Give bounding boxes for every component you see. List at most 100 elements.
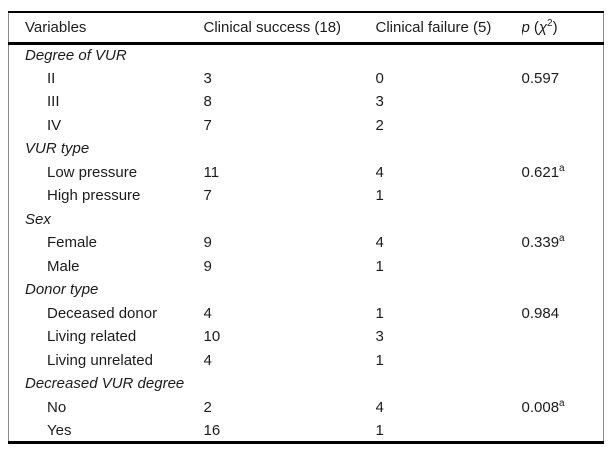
table-row: Low pressure 11 4 0.621a xyxy=(9,161,604,185)
success-cell xyxy=(204,278,376,302)
table-row: Yes 16 1 xyxy=(9,419,604,443)
table-row: High pressure 7 1 xyxy=(9,184,604,208)
table-row: II 3 0 0.597 xyxy=(9,67,604,91)
table-row: Female 9 4 0.339a xyxy=(9,231,604,255)
variable-cell: IV xyxy=(47,116,62,134)
failure-cell: 4 xyxy=(375,163,384,181)
table-row-group: Decreased VUR degree xyxy=(9,372,604,396)
success-cell: 9 xyxy=(203,257,212,275)
success-cell: 11 xyxy=(203,163,220,181)
failure-cell: 2 xyxy=(375,116,384,134)
success-cell xyxy=(204,372,376,396)
p-value: 0.621 xyxy=(521,163,560,181)
success-cell: 10 xyxy=(203,328,221,346)
failure-cell: 3 xyxy=(375,93,384,111)
p-value-cell xyxy=(522,114,604,138)
variable-cell: Female xyxy=(47,234,98,252)
failure-cell: 1 xyxy=(375,187,384,205)
failure-cell xyxy=(376,372,522,396)
p-value-cell: 0.984 xyxy=(522,302,604,326)
p-footnote-marker: a xyxy=(559,233,565,245)
column-header-p-value: p (χ2) xyxy=(522,12,604,43)
success-cell: 2 xyxy=(203,398,212,416)
failure-cell: 3 xyxy=(375,328,384,346)
success-cell: 8 xyxy=(203,93,212,111)
success-cell xyxy=(204,43,376,67)
p-symbol: p xyxy=(521,18,530,36)
failure-cell xyxy=(376,208,522,232)
p-value-cell xyxy=(522,137,604,161)
variable-cell: Low pressure xyxy=(47,163,138,181)
variable-group-cell: VUR type xyxy=(25,140,90,158)
p-value-cell xyxy=(522,419,604,443)
failure-cell: 1 xyxy=(375,304,384,322)
failure-cell: 4 xyxy=(375,234,384,252)
table-row: Deceased donor 4 1 0.984 xyxy=(9,302,604,326)
table-row-group: Degree of VUR xyxy=(9,43,604,67)
p-value-cell xyxy=(522,90,604,114)
table-row: Male 9 1 xyxy=(9,255,604,279)
variable-group-cell: Degree of VUR xyxy=(25,47,127,64)
table-row-group: Donor type xyxy=(9,278,604,302)
success-cell: 4 xyxy=(203,351,212,369)
variable-cell: Yes xyxy=(47,421,72,439)
p-value-cell xyxy=(522,325,604,349)
success-cell: 16 xyxy=(203,421,221,439)
success-cell: 9 xyxy=(203,234,212,252)
table-row-group: VUR type xyxy=(9,137,604,161)
failure-cell xyxy=(376,137,522,161)
variable-group-cell: Decreased VUR degree xyxy=(25,375,185,393)
table-row: No 2 4 0.008a xyxy=(9,396,604,420)
failure-cell xyxy=(376,278,522,302)
p-value: 0.984 xyxy=(521,304,560,322)
clinical-outcome-table: Variables Clinical success (18) Clinical… xyxy=(8,11,604,444)
success-cell: 7 xyxy=(203,116,212,134)
variable-group-cell: Donor type xyxy=(25,281,99,299)
header-row: Variables Clinical success (18) Clinical… xyxy=(8,12,604,43)
success-cell xyxy=(204,208,376,232)
paren-close: ) xyxy=(552,18,558,36)
chi-symbol: χ xyxy=(538,18,548,36)
p-value-cell: 0.008a xyxy=(522,396,604,420)
table-row: IV 7 2 xyxy=(9,114,604,138)
table-header: Variables Clinical success (18) Clinical… xyxy=(8,12,604,43)
p-footnote-marker: a xyxy=(559,162,565,174)
table-row: III 8 3 xyxy=(9,90,604,114)
variable-cell: Deceased donor xyxy=(47,304,158,322)
p-value-cell xyxy=(522,349,604,373)
p-value-cell: 0.339a xyxy=(522,231,604,255)
table-row: Living unrelated 4 1 xyxy=(9,349,604,373)
p-footnote-marker: a xyxy=(559,397,565,409)
p-value: 0.597 xyxy=(521,69,560,87)
variable-cell: High pressure xyxy=(47,187,141,205)
variable-cell: Living related xyxy=(47,328,137,346)
table-row-group: Sex xyxy=(9,208,604,232)
variable-cell: No xyxy=(47,398,67,416)
p-value: 0.008 xyxy=(521,398,560,416)
column-header-clinical-failure: Clinical failure (5) xyxy=(375,18,492,36)
variable-cell: III xyxy=(47,93,60,111)
p-value-cell xyxy=(522,184,604,208)
p-value-cell xyxy=(522,255,604,279)
failure-cell: 1 xyxy=(375,351,384,369)
variable-cell: Living unrelated xyxy=(47,351,153,369)
failure-cell: 1 xyxy=(375,421,384,439)
p-value-cell xyxy=(522,372,604,396)
chi-exponent: 2 xyxy=(547,17,553,29)
table-row: Living related 10 3 xyxy=(9,325,604,349)
variable-cell: Male xyxy=(47,257,80,275)
success-cell xyxy=(204,137,376,161)
failure-cell: 0 xyxy=(375,69,384,87)
success-cell: 7 xyxy=(203,187,212,205)
variable-group-cell: Sex xyxy=(25,210,51,228)
variable-cell: II xyxy=(47,69,56,87)
p-value-cell xyxy=(522,43,604,67)
table-body: Degree of VUR II 3 0 0.597 III 8 3 IV 7 … xyxy=(9,43,604,443)
column-header-clinical-success: Clinical success (18) xyxy=(203,18,342,36)
p-value-cell xyxy=(522,278,604,302)
p-value-cell: 0.597 xyxy=(522,67,604,91)
column-header-variables: Variables xyxy=(25,18,87,36)
p-value: 0.339 xyxy=(521,234,560,252)
success-cell: 3 xyxy=(203,69,212,87)
